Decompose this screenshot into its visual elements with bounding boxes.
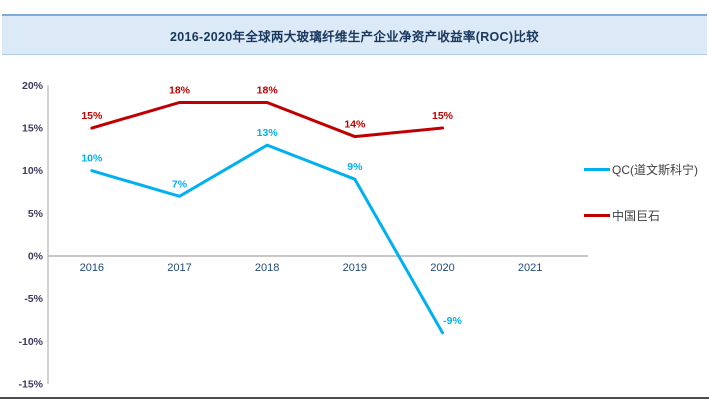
- chart-plot-area: 20% 15% 10% 5% 0% -5% -10% -15% 2016 2017 2018 2019…: [18, 80, 588, 390]
- x-tick-label: 2018: [255, 262, 279, 274]
- legend-item-qc: QC(道文斯科宁): [584, 160, 698, 178]
- data-label: 18%: [169, 84, 191, 96]
- data-label: 7%: [172, 178, 188, 190]
- data-label: 13%: [257, 127, 279, 139]
- x-tick-label: 2017: [167, 262, 191, 274]
- data-label: 15%: [81, 110, 103, 122]
- chart-legend: QC(道文斯科宁) 中国巨石: [584, 160, 698, 224]
- x-tick-label: 2019: [343, 262, 367, 274]
- data-label: 14%: [344, 119, 366, 131]
- series-line-1: [90, 100, 444, 139]
- x-tick-label: 2021: [518, 262, 542, 274]
- legend-label-jushi: 中国巨石: [612, 208, 661, 223]
- top-divider: [2, 14, 707, 16]
- x-tick-label: 2016: [80, 262, 104, 274]
- data-label: 18%: [257, 84, 279, 96]
- series-line-0: [90, 143, 444, 335]
- legend-item-jushi: 中国巨石: [584, 206, 698, 224]
- y-tick-label: 20%: [22, 80, 44, 92]
- chart-title: 2016-2020年全球两大玻璃纤维生产企业净资产收益率(ROC)比较: [170, 29, 539, 44]
- data-label: 15%: [432, 110, 454, 122]
- y-tick-label: -5%: [24, 293, 43, 305]
- data-label: 10%: [81, 153, 103, 165]
- data-label: 9%: [347, 161, 363, 173]
- roc-line-chart: 20% 15% 10% 5% 0% -5% -10% -15% 2016 2017 2018 2019…: [0, 70, 709, 400]
- y-tick-label: 15%: [22, 123, 44, 135]
- y-tick-label: 10%: [22, 165, 44, 177]
- qc-line-swatch: [584, 167, 610, 171]
- legend-label-qc: QC(道文斯科宁): [612, 162, 698, 177]
- bottom-divider: [0, 397, 709, 399]
- chart-title-band: 2016-2020年全球两大玻璃纤维生产企业净资产收益率(ROC)比较: [2, 16, 707, 55]
- jushi-line-swatch: [584, 213, 610, 217]
- y-tick-label: 0%: [28, 251, 44, 263]
- data-label: -9%: [443, 315, 462, 327]
- y-tick-label: -10%: [18, 336, 43, 348]
- y-tick-label: 5%: [28, 208, 44, 220]
- y-tick-label: -15%: [18, 378, 43, 390]
- x-tick-label: 2020: [430, 262, 454, 274]
